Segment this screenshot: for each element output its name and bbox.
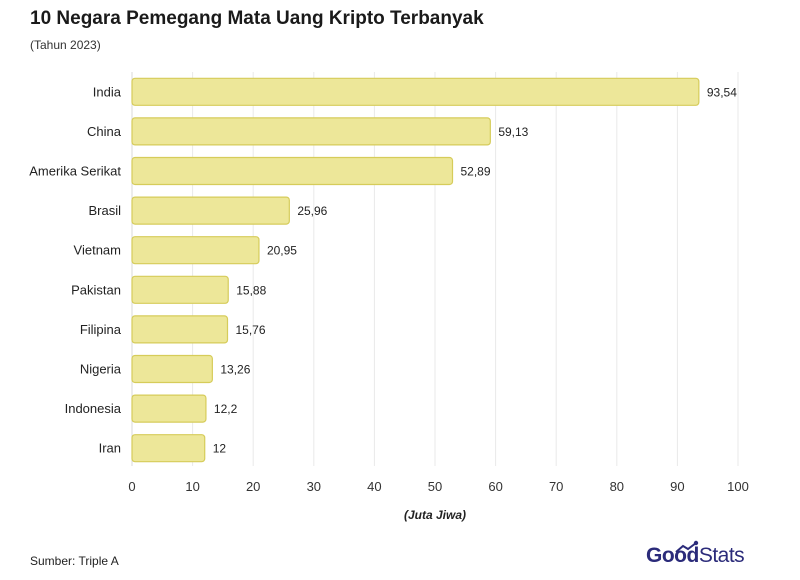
bars <box>131 77 700 463</box>
bar <box>131 394 207 423</box>
x-tick-label: 40 <box>367 479 381 494</box>
value-label: 52,89 <box>461 165 491 179</box>
bar <box>131 275 229 304</box>
x-tick-label: 50 <box>428 479 442 494</box>
chart-subtitle: (Tahun 2023) <box>30 38 101 52</box>
x-tick-label: 30 <box>307 479 321 494</box>
value-label: 20,95 <box>267 244 297 258</box>
value-label: 12 <box>213 442 227 456</box>
x-tick-label: 0 <box>128 479 135 494</box>
category-labels: India China Amerika Serikat Brasil Vietnam Pa… <box>29 84 122 455</box>
value-label: 13,26 <box>220 363 250 377</box>
x-axis-label: (Juta Jiwa) <box>404 508 466 522</box>
category-label: India <box>93 84 122 99</box>
logo-part-stats: Stats <box>698 544 745 567</box>
category-label: Nigeria <box>80 362 122 377</box>
x-tick-labels: 0 10 20 30 40 50 60 70 80 90 100 <box>128 479 748 494</box>
value-label: 15,88 <box>236 283 266 297</box>
value-label: 93,54 <box>707 85 737 99</box>
category-label: Iran <box>99 441 121 456</box>
x-tick-label: 100 <box>727 479 749 494</box>
x-tick-label: 80 <box>610 479 624 494</box>
value-label: 15,76 <box>236 323 266 337</box>
chart-title: 10 Negara Pemegang Mata Uang Kripto Terb… <box>30 8 484 29</box>
category-label: Brasil <box>88 203 121 218</box>
bar <box>131 236 260 265</box>
bar <box>131 117 491 146</box>
value-label: 12,2 <box>214 402 238 416</box>
bar <box>131 434 206 463</box>
x-tick-label: 60 <box>488 479 502 494</box>
bar <box>131 196 290 225</box>
category-label: Pakistan <box>71 282 121 297</box>
bar <box>131 315 229 344</box>
category-label: Vietnam <box>74 243 121 258</box>
category-label: Indonesia <box>65 401 122 416</box>
category-label: Amerika Serikat <box>29 164 121 179</box>
category-label: China <box>87 124 122 139</box>
category-label: Filipina <box>80 322 122 337</box>
x-tick-label: 90 <box>670 479 684 494</box>
value-label: 25,96 <box>297 204 327 218</box>
value-label: 59,13 <box>498 125 528 139</box>
x-tick-label: 70 <box>549 479 563 494</box>
goodstats-logo: GoodStats <box>646 544 745 568</box>
trend-arrow-icon <box>675 540 699 553</box>
x-tick-label: 20 <box>246 479 260 494</box>
bar <box>131 156 454 186</box>
source-text: Sumber: Triple A <box>30 554 119 568</box>
x-tick-label: 10 <box>185 479 199 494</box>
bar <box>131 354 213 384</box>
bar <box>131 77 700 106</box>
value-labels: 93,54 59,13 52,89 25,96 20,95 15,88 15,76 13,26… <box>213 85 737 455</box>
logo-part-good: Good <box>646 544 699 567</box>
